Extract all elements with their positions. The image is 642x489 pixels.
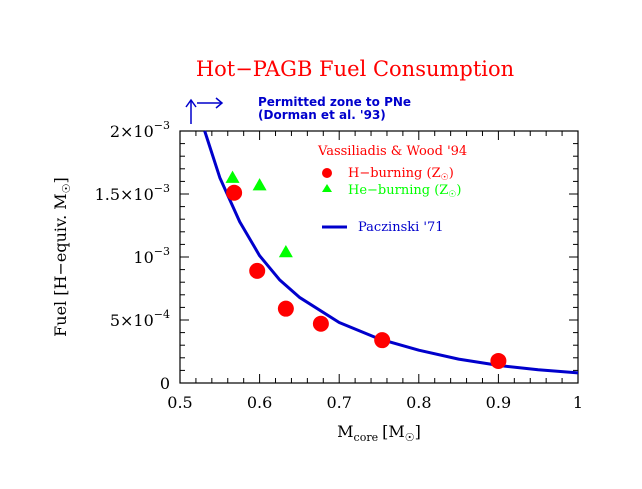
legend-label-he-burning-close: ) (456, 183, 461, 198)
y-tick-label: 1.5×10−3 (95, 182, 170, 204)
legend-label-h-burning-close: ) (449, 166, 454, 181)
annotation-line-2: (Dorman et al. '93) (258, 108, 386, 122)
legend-label-h-burning-text: H−burning (Z (348, 166, 441, 181)
he-burning-point (278, 244, 293, 258)
h-burning-point (312, 315, 329, 332)
sun-symbol-icon: ☉ (405, 431, 415, 444)
h-burning-point (249, 262, 266, 279)
legend-label-he-burning-text: He−burning (Z (348, 183, 448, 198)
y-tick-label: 0 (160, 374, 170, 393)
he-burning-point (225, 170, 240, 183)
x-tick-label: 0.7 (326, 393, 351, 412)
x-tick-label: 0.9 (486, 393, 511, 412)
x-tick-label: 0.8 (406, 393, 431, 412)
x-tick-label: 0.5 (167, 393, 192, 412)
legend-marker-h-burning (322, 168, 332, 178)
h-burning-point (490, 352, 507, 369)
y-tick-label: 5×10−4 (110, 308, 170, 330)
x-tick-label: 0.6 (247, 393, 272, 412)
x-axis-label-main: M (337, 422, 353, 441)
svg-text:Fuel [H−equiv. M☉]: Fuel [H−equiv. M☉] (51, 177, 73, 337)
x-axis-label-unit: [M (382, 422, 405, 441)
legend-label-h-burning: H−burning (Z☉) (348, 166, 454, 183)
h-burning-point (226, 184, 243, 201)
legend-title: Vassiliadis & Wood '94 (317, 144, 467, 159)
x-axis-label-sub: core (354, 431, 379, 444)
legend-marker-he-burning (322, 184, 332, 192)
x-tick-label: 1 (573, 393, 583, 412)
data-points-layer (225, 170, 507, 369)
chart-title: Hot−PAGB Fuel Consumption (196, 57, 514, 81)
h-burning-point (277, 300, 294, 317)
x-axis-label-close: ] (415, 422, 421, 441)
sun-symbol-icon: ☉ (448, 190, 456, 200)
sun-symbol-icon: ☉ (60, 183, 73, 193)
permitted-zone-arrow (185, 97, 224, 124)
x-axis-label: Mcore [M☉] (337, 422, 421, 444)
y-axis-label-text: Fuel [H−equiv. M (51, 193, 70, 337)
axis-ticks: 0.5 0.6 0.7 0.8 0.9 1 0 5×10−4 10−3 1.5×10−3 2×10−… (95, 119, 584, 412)
legend-label-he-burning: He−burning (Z☉) (348, 183, 461, 200)
y-tick-label: 10−3 (133, 245, 170, 267)
y-tick-label: 2×10−3 (110, 119, 170, 141)
legend-label-paczinski: Paczinski '71 (358, 220, 444, 235)
he-burning-point (252, 178, 267, 191)
h-burning-point (374, 332, 391, 349)
y-axis-label-close: ] (51, 177, 70, 183)
annotation-line-1: Permitted zone to PNe (258, 95, 411, 109)
sun-symbol-icon: ☉ (441, 173, 449, 183)
y-axis-label: Fuel [H−equiv. M☉] (51, 177, 73, 337)
